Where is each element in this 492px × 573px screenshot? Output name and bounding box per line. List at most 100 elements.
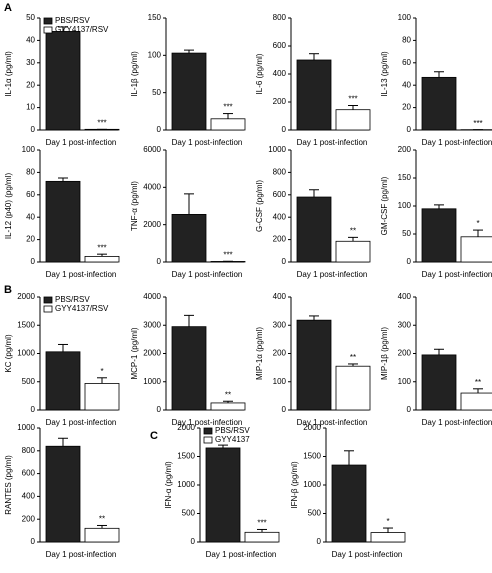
y-axis-label: MIP-1β (pg/ml): [380, 327, 389, 380]
y-axis-label: IL-13 (pg/ml): [380, 51, 389, 97]
x-axis-label: Day 1 post-infection: [46, 418, 117, 427]
significance: ***: [348, 95, 357, 104]
y-axis-label: TNF-α (pg/ml): [130, 181, 139, 231]
y-tick-label: 200: [22, 514, 36, 523]
y-tick-label: 500: [22, 377, 36, 386]
y-tick-label: 200: [273, 235, 287, 244]
y-tick-label: 4000: [143, 292, 161, 301]
y-axis-label: IFN-α (pg/ml): [164, 461, 173, 509]
legend-label: GYY4137/RSV: [55, 304, 109, 313]
y-tick-label: 1000: [268, 145, 286, 154]
x-axis-label: Day 1 post-infection: [172, 138, 243, 147]
y-tick-label: 0: [191, 537, 196, 546]
y-tick-label: 20: [26, 80, 35, 89]
bar: [210, 261, 246, 263]
legend-label: PBS/RSV: [215, 426, 250, 435]
y-tick-label: 600: [273, 41, 287, 50]
y-tick-label: 400: [22, 492, 36, 501]
bar: [421, 208, 457, 263]
y-tick-label: 1500: [303, 452, 321, 461]
bar: [421, 76, 457, 131]
significance: ***: [473, 119, 482, 128]
y-axis-label: G-CSF (pg/ml): [255, 180, 264, 232]
bar: [421, 354, 457, 411]
y-tick-label: 0: [282, 125, 287, 134]
y-tick-label: 1000: [177, 480, 195, 489]
y-tick-label: 2000: [177, 423, 195, 432]
y-tick-label: 0: [407, 405, 412, 414]
y-tick-label: 4000: [143, 182, 161, 191]
y-tick-label: 2000: [303, 423, 321, 432]
bar: [45, 351, 81, 411]
y-tick-label: 2000: [17, 292, 35, 301]
y-tick-label: 50: [26, 13, 35, 22]
y-axis-label: IL-1α (pg/ml): [4, 51, 13, 97]
y-tick-label: 400: [398, 292, 412, 301]
bar: [331, 464, 367, 543]
bar: [210, 118, 246, 131]
legend-swatch: [43, 17, 53, 25]
y-tick-label: 150: [148, 13, 162, 22]
y-tick-label: 500: [308, 509, 322, 518]
bar: [84, 383, 120, 411]
y-tick-label: 80: [26, 168, 35, 177]
y-tick-label: 1000: [17, 423, 35, 432]
y-tick-label: 200: [398, 349, 412, 358]
y-axis-label: IL-12 (p40) (pg/ml): [4, 173, 13, 240]
bar: [335, 109, 371, 131]
x-axis-label: Day 1 post-infection: [422, 418, 492, 427]
legend-label: GYY4137/RSV: [55, 25, 109, 34]
y-tick-label: 6000: [143, 145, 161, 154]
y-axis-label: MIP-1α (pg/ml): [255, 327, 264, 380]
y-tick-label: 800: [22, 446, 36, 455]
y-tick-label: 30: [26, 58, 35, 67]
bar: [84, 527, 120, 543]
y-axis-label: IL-1β (pg/ml): [130, 51, 139, 97]
y-tick-label: 0: [157, 125, 162, 134]
y-tick-label: 0: [282, 257, 287, 266]
bar: [171, 52, 207, 131]
significance: **: [225, 390, 231, 399]
y-tick-label: 50: [152, 88, 161, 97]
significance: **: [99, 515, 105, 524]
y-tick-label: 20: [402, 103, 411, 112]
y-tick-label: 0: [31, 125, 36, 134]
y-tick-label: 40: [26, 36, 35, 45]
legend-label: PBS/RSV: [55, 295, 90, 304]
x-axis-label: Day 1 post-infection: [206, 550, 277, 559]
significance: ***: [223, 250, 232, 259]
x-axis-label: Day 1 post-infection: [46, 270, 117, 279]
y-tick-label: 0: [317, 537, 322, 546]
y-tick-label: 40: [26, 212, 35, 221]
y-tick-label: 0: [31, 257, 36, 266]
bar: [84, 128, 120, 131]
significance: *: [476, 219, 479, 228]
y-tick-label: 150: [398, 173, 412, 182]
significance: *: [100, 367, 103, 376]
y-tick-label: 80: [402, 36, 411, 45]
y-tick-label: 2000: [143, 220, 161, 229]
y-tick-label: 20: [26, 235, 35, 244]
y-tick-label: 40: [402, 80, 411, 89]
panel-label: C: [150, 430, 158, 442]
significance: ***: [223, 103, 232, 112]
y-tick-label: 400: [273, 212, 287, 221]
x-axis-label: Day 1 post-infection: [422, 138, 492, 147]
significance: **: [350, 353, 356, 362]
bar: [296, 196, 332, 263]
y-tick-label: 200: [398, 145, 412, 154]
y-tick-label: 0: [282, 405, 287, 414]
y-tick-label: 200: [273, 97, 287, 106]
y-tick-label: 100: [273, 377, 287, 386]
legend-swatch: [43, 26, 53, 34]
significance: *: [386, 517, 389, 526]
y-tick-label: 0: [31, 537, 36, 546]
y-axis-label: MCP-1 (pg/ml): [130, 327, 139, 379]
y-tick-label: 60: [402, 58, 411, 67]
significance: **: [350, 226, 356, 235]
y-axis-label: IFN-β (pg/ml): [290, 461, 299, 509]
y-tick-label: 1500: [17, 320, 35, 329]
y-tick-label: 200: [273, 349, 287, 358]
y-tick-label: 100: [398, 377, 412, 386]
